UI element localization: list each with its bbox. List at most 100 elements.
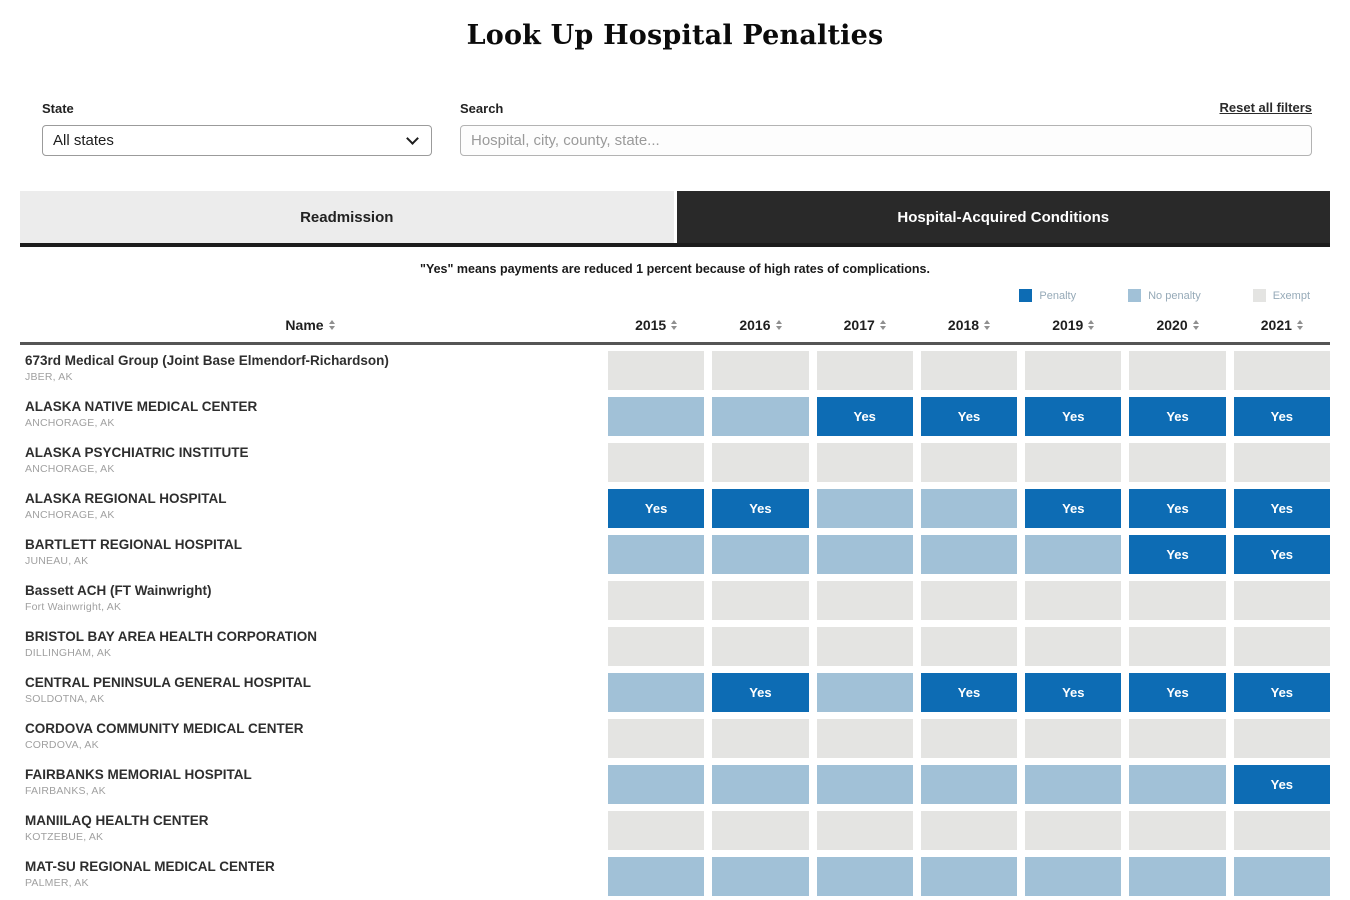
- column-header-2015[interactable]: 2015: [608, 314, 704, 336]
- penalty-cell-2021: [1233, 811, 1330, 850]
- column-header-name[interactable]: Name: [20, 314, 600, 336]
- hospital-name: BARTLETT REGIONAL HOSPITAL: [25, 537, 242, 552]
- hospital-name-cell: ALASKA NATIVE MEDICAL CENTER ANCHORAGE, A…: [20, 397, 600, 436]
- penalty-cell-2016: Yes: [712, 673, 809, 712]
- penalty-cell-2017: Yes: [816, 397, 913, 436]
- legend-item-penalty: Penalty: [1019, 289, 1076, 302]
- penalty-cell-2020: [1129, 443, 1226, 482]
- penalty-cell-2018: [920, 811, 1018, 850]
- hospital-name: Bassett ACH (FT Wainwright): [25, 583, 212, 598]
- penalty-cell-2015: [608, 581, 705, 620]
- penalty-cell-2017: [816, 581, 913, 620]
- penalty-cell-2019: [1025, 857, 1122, 896]
- hospital-name-cell: CENTRAL PENINSULA GENERAL HOSPITAL SOLDOT…: [20, 673, 600, 712]
- penalty-cell-2016: Yes: [712, 489, 809, 528]
- penalty-cell-2017: [816, 857, 913, 896]
- sort-up-arrow: [775, 320, 782, 324]
- penalty-cell-2019: [1025, 443, 1122, 482]
- table-row: MAT-SU REGIONAL MEDICAL CENTER PALMER, AK: [20, 857, 1330, 896]
- chevron-down-icon: [406, 131, 419, 145]
- penalty-cell-2020: Yes: [1129, 489, 1226, 528]
- sort-up-arrow: [328, 320, 335, 324]
- penalty-cell-2020: Yes: [1129, 397, 1226, 436]
- sort-up-arrow: [1296, 320, 1303, 324]
- penalty-cell-2016: [712, 443, 809, 482]
- tab-readmission[interactable]: Readmission: [20, 191, 677, 243]
- penalty-cell-2018: [920, 351, 1018, 390]
- column-header-2018[interactable]: 2018: [921, 314, 1017, 336]
- legend: Penalty No penalty Exempt: [0, 289, 1310, 302]
- column-header-2016[interactable]: 2016: [712, 314, 808, 336]
- legend-label: No penalty: [1148, 289, 1201, 302]
- penalty-cell-2018: [920, 719, 1018, 758]
- sort-down-arrow: [1296, 326, 1303, 330]
- sort-icon: [1296, 320, 1303, 330]
- penalty-cell-2020: [1129, 765, 1226, 804]
- penalty-cell-2017: [816, 673, 913, 712]
- column-header-label: 2019: [1052, 317, 1084, 333]
- hospital-name: ALASKA NATIVE MEDICAL CENTER: [25, 399, 258, 414]
- reset-filters-link[interactable]: Reset all filters: [1219, 100, 1313, 115]
- penalty-cell-2017: [816, 535, 913, 574]
- no-penalty-swatch: [1128, 289, 1142, 302]
- column-header-2021[interactable]: 2021: [1234, 314, 1330, 336]
- legend-item-no-penalty: No penalty: [1128, 289, 1201, 302]
- column-header-2019[interactable]: 2019: [1025, 314, 1121, 336]
- penalty-cell-2017: [816, 627, 913, 666]
- penalty-cell-2015: [608, 857, 705, 896]
- table-body: 673rd Medical Group (Joint Base Elmendor…: [20, 351, 1330, 896]
- penalty-cell-2020: Yes: [1129, 673, 1226, 712]
- state-select[interactable]: All states: [42, 125, 432, 156]
- hospital-name-cell: FAIRBANKS MEMORIAL HOSPITAL FAIRBANKS, AK: [20, 765, 600, 804]
- penalty-cell-2016: [712, 351, 809, 390]
- penalty-cell-2017: [816, 351, 913, 390]
- hospital-location: ANCHORAGE, AK: [25, 416, 115, 429]
- sort-down-arrow: [671, 326, 678, 330]
- penalty-cell-2017: [816, 489, 913, 528]
- sort-up-arrow: [1088, 320, 1095, 324]
- hospital-location: JBER, AK: [25, 370, 73, 383]
- penalty-cell-2019: Yes: [1025, 673, 1122, 712]
- table-header-row: Name 2015 2016 2017 2018 2019 2020 2021: [20, 314, 1330, 345]
- penalty-cell-2021: Yes: [1233, 673, 1330, 712]
- penalty-cell-2021: [1233, 581, 1330, 620]
- table-row: ALASKA PSYCHIATRIC INSTITUTE ANCHORAGE, A…: [20, 443, 1330, 482]
- penalty-cell-2021: Yes: [1233, 535, 1330, 574]
- penalty-cell-2020: Yes: [1129, 535, 1226, 574]
- hospital-name: ALASKA PSYCHIATRIC INSTITUTE: [25, 445, 249, 460]
- column-header-2020[interactable]: 2020: [1129, 314, 1225, 336]
- penalty-cell-2020: [1129, 811, 1226, 850]
- penalty-cell-2021: Yes: [1233, 765, 1330, 804]
- hospital-location: Fort Wainwright, AK: [25, 600, 122, 613]
- penalty-cell-2021: [1233, 627, 1330, 666]
- table-row: CORDOVA COMMUNITY MEDICAL CENTER CORDOVA,…: [20, 719, 1330, 758]
- state-label: State: [42, 101, 74, 116]
- penalty-cell-2019: [1025, 581, 1122, 620]
- penalty-cell-2016: [712, 627, 809, 666]
- search-input[interactable]: [460, 125, 1312, 156]
- penalty-cell-2018: [920, 765, 1018, 804]
- exempt-swatch: [1252, 289, 1266, 302]
- hospital-name-cell: BARTLETT REGIONAL HOSPITAL JUNEAU, AK: [20, 535, 600, 574]
- penalty-cell-2015: [608, 765, 705, 804]
- penalty-cell-2018: [920, 535, 1018, 574]
- sort-down-arrow: [328, 326, 335, 330]
- search-filter: Search: [460, 101, 1312, 156]
- tab-hospital-acquired-conditions[interactable]: Hospital-Acquired Conditions: [676, 191, 1330, 243]
- hospital-name-cell: ALASKA PSYCHIATRIC INSTITUTE ANCHORAGE, A…: [20, 443, 600, 482]
- column-header-label: 2015: [635, 317, 667, 333]
- penalty-cell-2021: [1233, 351, 1330, 390]
- column-header-label: 2016: [739, 317, 771, 333]
- penalty-swatch: [1019, 289, 1033, 302]
- column-header-2017[interactable]: 2017: [817, 314, 913, 336]
- column-header-label: 2018: [947, 317, 980, 333]
- penalty-cell-2018: Yes: [920, 673, 1018, 712]
- sort-icon: [328, 320, 335, 330]
- penalty-cell-2019: Yes: [1025, 397, 1122, 436]
- table-row: MANIILAQ HEALTH CENTER KOTZEBUE, AK: [20, 811, 1330, 850]
- penalty-cell-2019: [1025, 719, 1122, 758]
- hospital-name: CENTRAL PENINSULA GENERAL HOSPITAL: [25, 675, 312, 690]
- hospital-location: ANCHORAGE, AK: [25, 462, 115, 475]
- penalty-cell-2020: [1129, 857, 1226, 896]
- penalty-cell-2020: [1129, 627, 1226, 666]
